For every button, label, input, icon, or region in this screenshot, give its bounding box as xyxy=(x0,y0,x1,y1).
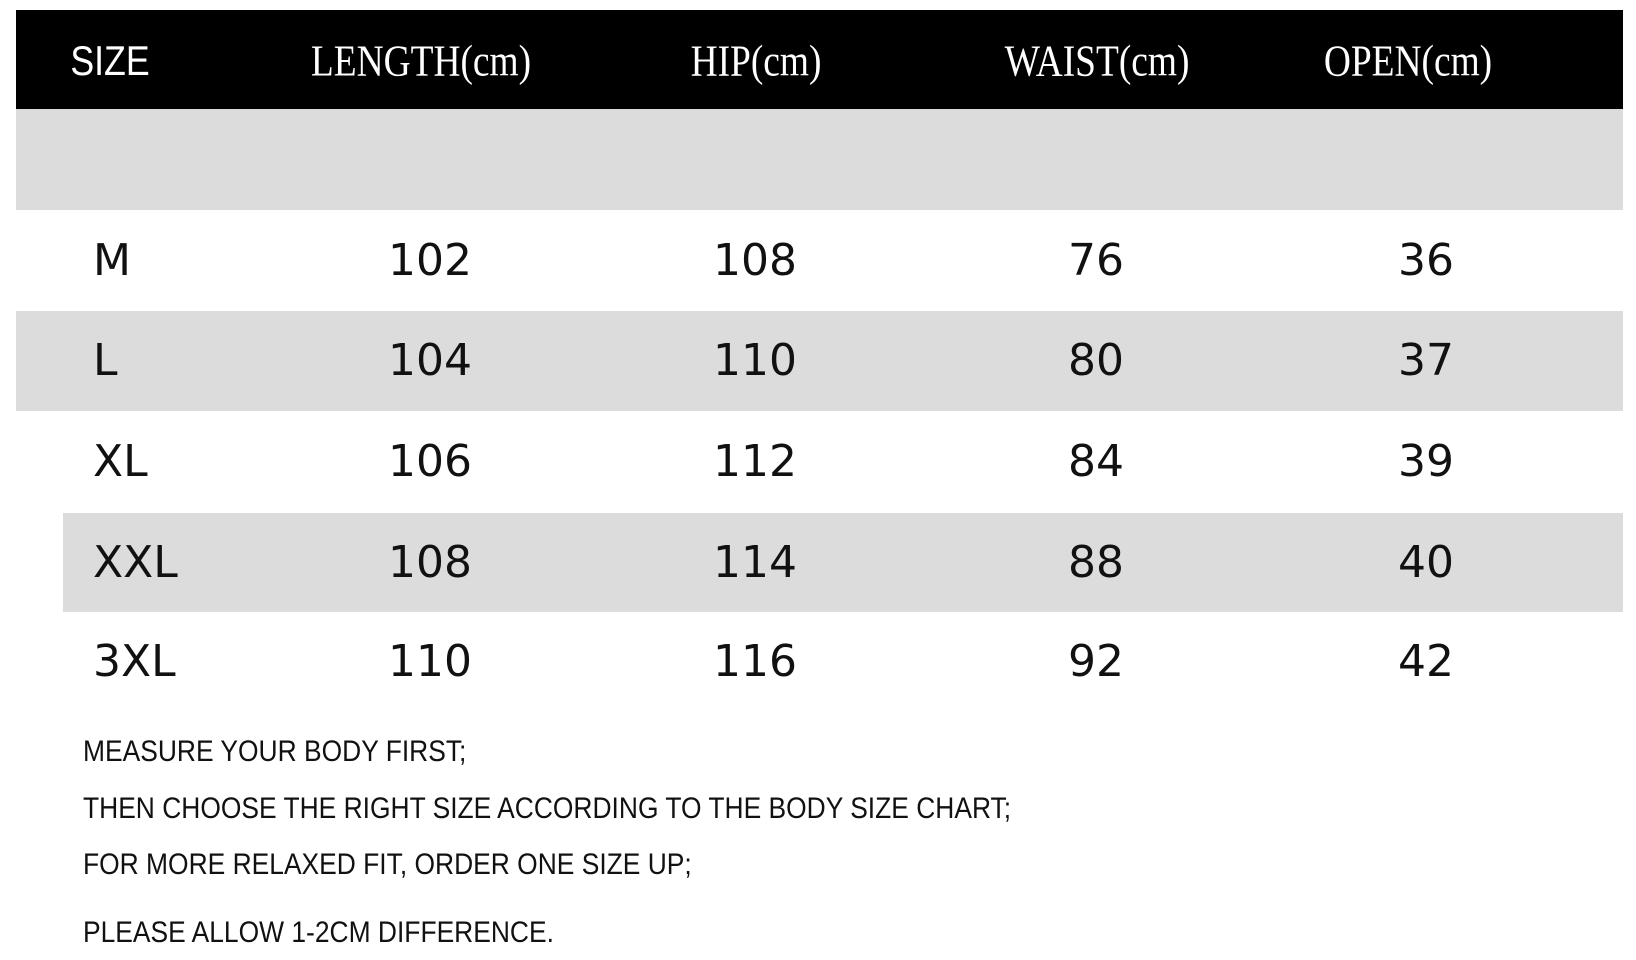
blank-row xyxy=(16,109,1623,210)
note-line: PLEASE ALLOW 1-2CM DIFFERENCE. xyxy=(83,916,554,949)
measurement: 108 xyxy=(713,235,797,286)
measurement: 116 xyxy=(713,636,797,687)
measurement: 104 xyxy=(388,335,472,386)
measurement: 37 xyxy=(1398,335,1454,386)
measurement: 108 xyxy=(388,537,472,588)
size-label: XXL xyxy=(93,537,178,588)
measurement: 92 xyxy=(1068,636,1124,687)
header-band xyxy=(16,10,1623,109)
measurement: 84 xyxy=(1068,436,1124,487)
measurement: 106 xyxy=(388,436,472,487)
note-line: MEASURE YOUR BODY FIRST; xyxy=(83,735,467,768)
column-header: WAIST(cm) xyxy=(1004,36,1190,86)
measurement: 110 xyxy=(713,335,797,386)
measurement: 40 xyxy=(1398,537,1454,588)
measurement: 39 xyxy=(1398,436,1454,487)
row-stripe xyxy=(16,311,1623,411)
column-header: LENGTH(cm) xyxy=(310,36,532,86)
size-label: M xyxy=(93,235,131,286)
measurement: 80 xyxy=(1068,335,1124,386)
row-stripe xyxy=(63,513,1623,612)
measurement: 76 xyxy=(1068,235,1124,286)
measurement: 110 xyxy=(388,636,472,687)
measurement: 114 xyxy=(713,537,797,588)
note-line: FOR MORE RELAXED FIT, ORDER ONE SIZE UP; xyxy=(83,848,692,881)
measurement: 36 xyxy=(1398,235,1454,286)
measurement: 112 xyxy=(713,436,797,487)
measurement: 102 xyxy=(388,235,472,286)
note-line: THEN CHOOSE THE RIGHT SIZE ACCORDING TO … xyxy=(83,792,1012,825)
measurement: 88 xyxy=(1068,537,1124,588)
measurement: 42 xyxy=(1398,636,1454,687)
size-label: L xyxy=(93,335,118,386)
size-label: 3XL xyxy=(93,636,176,687)
column-header: SIZE xyxy=(70,37,150,84)
column-header: HIP(cm) xyxy=(690,36,822,86)
size-label: XL xyxy=(93,436,148,487)
column-header: OPEN(cm) xyxy=(1323,36,1493,86)
